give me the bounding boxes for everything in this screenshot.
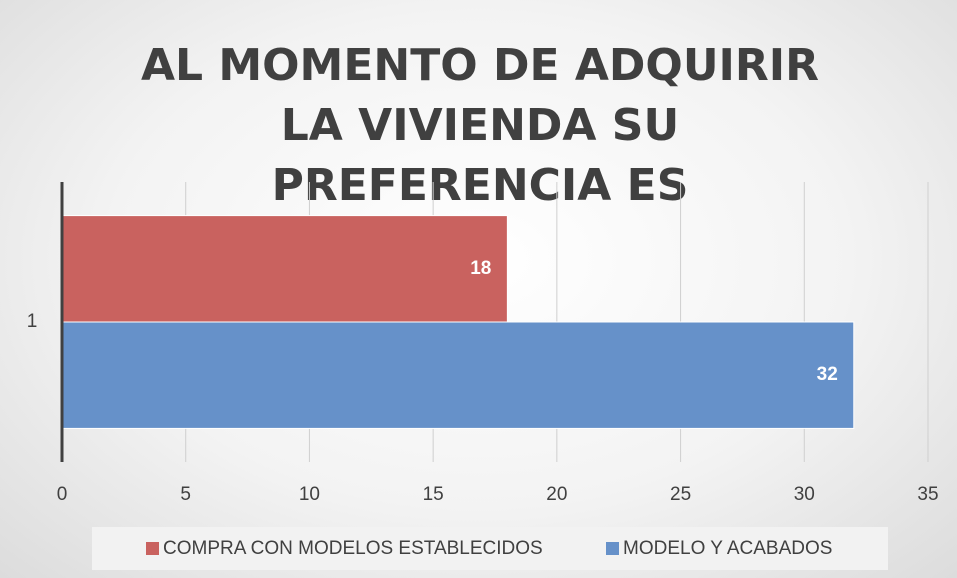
bar (61, 321, 855, 429)
x-tick-label: 0 (57, 484, 68, 505)
y-tick-label: 1 (27, 311, 38, 332)
x-tick-label: 20 (546, 484, 567, 505)
chart-title: AL MOMENTO DE ADQUIRIR LA VIVIENDA SU PR… (140, 40, 820, 211)
bar (61, 215, 508, 323)
x-tick-label: 15 (423, 484, 444, 505)
data-label: 18 (470, 258, 491, 279)
legend-label: COMPRA CON MODELOS ESTABLECIDOS (163, 538, 543, 559)
x-tick-label: 35 (917, 484, 938, 505)
x-tick-label: 30 (794, 484, 815, 505)
data-label: 32 (817, 364, 838, 385)
x-tick-label: 10 (299, 484, 320, 505)
x-tick-label: 25 (670, 484, 691, 505)
x-tick-label: 5 (180, 484, 191, 505)
legend-label: MODELO Y ACABADOS (623, 538, 832, 559)
legend-box (92, 527, 888, 570)
legend-swatch (146, 542, 159, 555)
legend-swatch (606, 542, 619, 555)
